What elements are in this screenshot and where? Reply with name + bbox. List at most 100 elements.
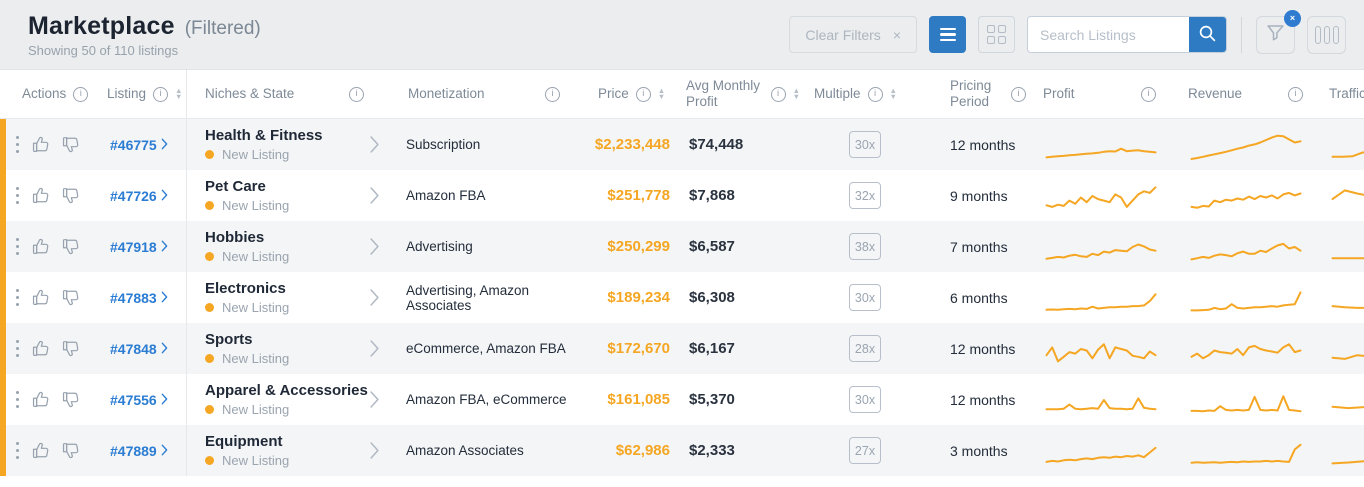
listing-link[interactable]: #46775 <box>96 119 186 170</box>
row-expand-chevron-icon[interactable] <box>369 441 380 460</box>
thumb-down-icon[interactable] <box>61 185 82 206</box>
info-icon[interactable]: i <box>635 86 651 102</box>
pricing-period-value: 9 months <box>950 187 1008 204</box>
table-row: #46775 Health & Fitness New Listing Subscri… <box>0 119 1364 170</box>
column-header-listing[interactable]: Listing i ▲ ▼ <box>96 70 186 118</box>
filter-badge[interactable]: × <box>1284 9 1301 27</box>
multiple-badge: 30x <box>848 284 882 311</box>
column-header-label: Profit <box>1043 86 1075 102</box>
toolbar-divider <box>1241 16 1242 53</box>
listing-link[interactable]: #47883 <box>96 272 186 323</box>
column-header-label: Actions <box>22 86 67 102</box>
avg-monthly-profit-value: $2,333 <box>689 442 735 459</box>
listing-state-label: New Listing <box>222 402 290 417</box>
multiple-cell: 38x <box>800 221 930 272</box>
kebab-menu-icon[interactable] <box>16 187 20 204</box>
thumb-up-icon[interactable] <box>31 338 52 359</box>
clear-filters-button[interactable]: Clear Filters × <box>789 16 917 53</box>
multiple-badge: 30x <box>848 131 882 158</box>
thumb-up-icon[interactable] <box>31 440 52 461</box>
info-icon[interactable]: i <box>153 86 169 102</box>
kebab-menu-icon[interactable] <box>16 340 20 357</box>
info-icon[interactable]: i <box>867 86 883 102</box>
niche-text: Hobbies New Listing <box>205 229 369 264</box>
row-expand-chevron-icon[interactable] <box>369 288 380 307</box>
sort-icon[interactable]: ▲ ▼ <box>175 85 183 101</box>
column-header-pricing-period: Pricing Period i <box>930 70 1035 118</box>
row-expand-chevron-icon[interactable] <box>369 237 380 256</box>
listing-link[interactable]: #47918 <box>96 221 186 272</box>
profit-sparkline <box>1035 374 1170 425</box>
thumb-up-icon[interactable] <box>31 185 52 206</box>
thumb-down-icon[interactable] <box>61 134 82 155</box>
row-expand-chevron-icon[interactable] <box>369 186 380 205</box>
new-listing-dot <box>205 303 214 312</box>
multiple-badge: 27x <box>848 437 882 464</box>
listing-state: New Listing <box>205 198 369 213</box>
sort-icon[interactable]: ▲ ▼ <box>792 85 800 101</box>
info-icon[interactable]: i <box>1141 86 1156 102</box>
search-button[interactable] <box>1189 17 1226 52</box>
multiple-cell: 30x <box>800 272 930 323</box>
table-row: #47556 Apparel & Accessories New Listing Am… <box>0 374 1364 425</box>
grid-view-button[interactable] <box>978 16 1015 53</box>
list-view-icon <box>939 27 956 42</box>
thumb-down-icon[interactable] <box>61 338 82 359</box>
multiple-cell: 30x <box>800 119 930 170</box>
filter-button[interactable]: × <box>1256 9 1301 54</box>
row-actions <box>0 170 96 221</box>
kebab-menu-icon[interactable] <box>16 136 20 153</box>
listing-link[interactable]: #47848 <box>96 323 186 374</box>
niche-name: Equipment <box>205 433 283 450</box>
column-header-avg-monthly-profit[interactable]: Avg Monthly Profit i ▲ ▼ <box>672 70 800 118</box>
price-value: $62,986 <box>615 442 670 459</box>
revenue-sparkline <box>1170 221 1315 272</box>
thumb-up-icon[interactable] <box>31 134 52 155</box>
row-expand-chevron-icon[interactable] <box>369 339 380 358</box>
niche-cell: Hobbies New Listing <box>186 221 394 272</box>
thumb-down-icon[interactable] <box>61 287 82 308</box>
columns-button[interactable] <box>1307 15 1346 54</box>
multiple-badge: 30x <box>848 386 882 413</box>
thumb-down-icon[interactable] <box>61 440 82 461</box>
column-header-label: Listing <box>107 86 147 102</box>
table-row: #47848 Sports New Listing eCommerce, Amazon… <box>0 323 1364 374</box>
niche-name: Pet Care <box>205 178 266 195</box>
table-row: #47918 Hobbies New Listing Advertising $250,… <box>0 221 1364 272</box>
list-view-button[interactable] <box>929 16 966 53</box>
search-input[interactable] <box>1028 17 1189 52</box>
pricing-period-value: 12 months <box>950 136 1016 153</box>
kebab-menu-icon[interactable] <box>16 442 20 459</box>
info-icon[interactable]: i <box>1288 86 1303 102</box>
column-header-price[interactable]: Price i ▲ ▼ <box>584 70 672 118</box>
thumb-up-icon[interactable] <box>31 236 52 257</box>
row-expand-chevron-icon[interactable] <box>369 390 380 409</box>
listing-link[interactable]: #47889 <box>96 425 186 476</box>
info-icon[interactable]: i <box>1011 86 1026 102</box>
kebab-menu-icon[interactable] <box>16 238 20 255</box>
price-value: $172,670 <box>607 340 670 357</box>
kebab-menu-icon[interactable] <box>16 289 20 306</box>
thumb-down-icon[interactable] <box>61 236 82 257</box>
table-row: #47726 Pet Care New Listing Amazon FBA $251,… <box>0 170 1364 221</box>
info-icon[interactable]: i <box>545 86 560 102</box>
info-icon[interactable]: i <box>349 86 364 102</box>
sort-icon[interactable]: ▲ ▼ <box>657 85 666 101</box>
listing-link[interactable]: #47726 <box>96 170 186 221</box>
thumb-down-icon[interactable] <box>61 389 82 410</box>
info-icon[interactable]: i <box>73 86 89 102</box>
pricing-period-value: 7 months <box>950 238 1008 255</box>
thumb-up-icon[interactable] <box>31 287 52 308</box>
listing-link[interactable]: #47556 <box>96 374 186 425</box>
monetization-value: Advertising, Amazon Associates <box>406 282 530 313</box>
close-icon: × <box>892 26 901 43</box>
row-expand-chevron-icon[interactable] <box>369 135 380 154</box>
profit-sparkline <box>1035 272 1170 323</box>
info-icon[interactable]: i <box>770 86 786 102</box>
thumb-up-icon[interactable] <box>31 389 52 410</box>
kebab-menu-icon[interactable] <box>16 391 20 408</box>
monetization-value: Subscription <box>406 137 481 152</box>
new-listing-dot <box>205 252 214 261</box>
column-header-multiple[interactable]: Multiple i ▲ ▼ <box>800 70 930 118</box>
sort-icon[interactable]: ▲ ▼ <box>889 85 897 101</box>
